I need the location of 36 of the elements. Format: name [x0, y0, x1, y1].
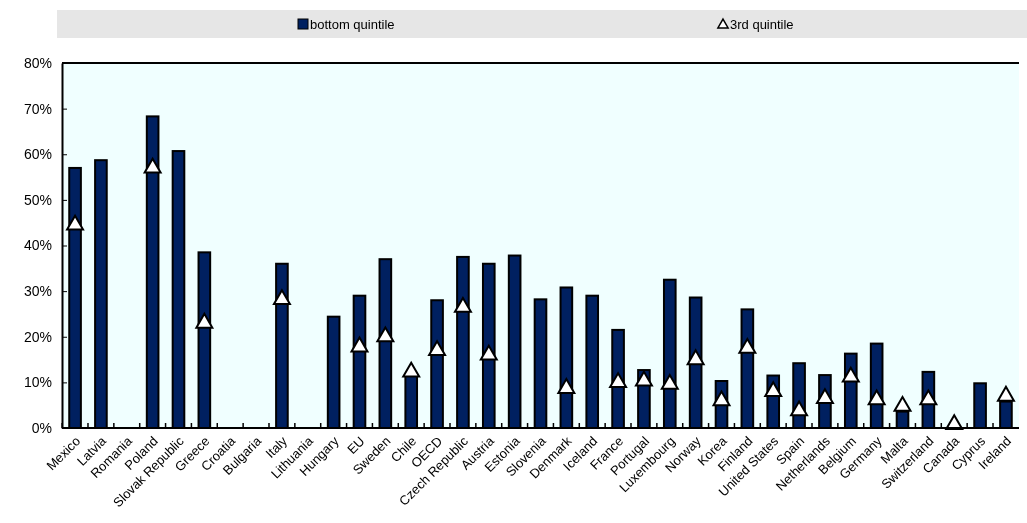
y-tick-label: 50% [23, 191, 52, 208]
point [428, 340, 447, 357]
point [815, 388, 834, 404]
legend-label: bottom quintile [310, 17, 395, 32]
point [66, 214, 85, 231]
point [893, 395, 912, 412]
point [841, 366, 860, 383]
y-tick-label: 60% [23, 146, 52, 163]
point [272, 289, 291, 305]
point [479, 344, 498, 361]
point [453, 296, 472, 313]
y-tick-label: 10% [23, 374, 52, 391]
point [376, 326, 395, 343]
point [764, 381, 783, 398]
point [350, 336, 369, 353]
point [712, 390, 731, 407]
point [143, 157, 162, 174]
y-tick-label: 80% [23, 54, 52, 71]
point [686, 349, 705, 366]
point [609, 372, 628, 388]
point [195, 312, 214, 329]
y-tick-label: 0% [31, 419, 52, 436]
y-tick-label: 20% [23, 328, 52, 345]
point [919, 389, 938, 406]
y-tick-label: 40% [23, 237, 52, 254]
y-tick-label: 70% [23, 100, 52, 117]
point [867, 389, 886, 406]
point [738, 337, 757, 354]
point [660, 374, 679, 390]
point [402, 361, 421, 378]
point [996, 385, 1015, 402]
point [790, 400, 809, 417]
legend-label: 3rd quintile [730, 17, 794, 32]
point [557, 378, 576, 394]
point [634, 370, 653, 387]
y-tick-label: 30% [23, 283, 52, 300]
